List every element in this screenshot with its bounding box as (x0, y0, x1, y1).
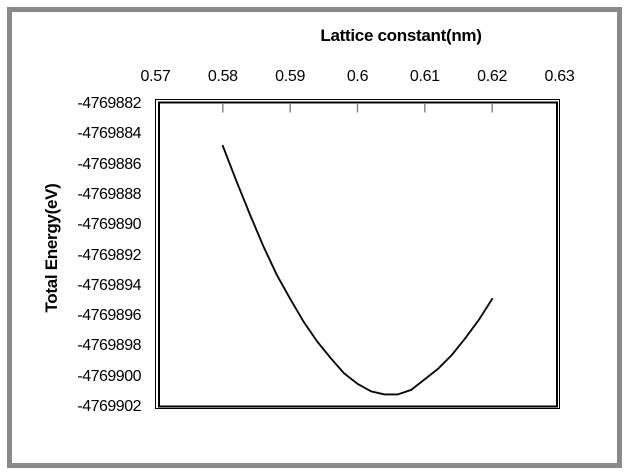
x-tick-label: 0.6 (346, 68, 369, 85)
window-frame (7, 7, 622, 468)
x-tick-label: 0.57 (140, 68, 171, 85)
x-tick-label: 0.63 (544, 68, 575, 85)
plot-border-outer (155, 99, 560, 409)
y-tick-label: -4769898 (77, 337, 141, 355)
y-tick-label: -4769894 (77, 276, 141, 294)
y-tick-label: -4769888 (77, 185, 141, 203)
y-tick-label: -4769900 (77, 367, 141, 385)
energy-curve (221, 144, 494, 396)
x-axis-title: Lattice constant(nm) (320, 26, 482, 45)
plot-border-inner (158, 101, 558, 408)
x-tick-label: 0.62 (477, 68, 508, 85)
x-tick-label: 0.58 (207, 68, 238, 85)
y-tick-label: -4769892 (77, 246, 141, 264)
y-tick-label: -4769884 (77, 125, 141, 143)
y-tick-label: -4769890 (77, 216, 141, 234)
y-tick-label: -4769896 (77, 307, 141, 325)
y-tick-label: -4769886 (77, 155, 141, 173)
y-tick-label: -4769902 (77, 398, 141, 415)
x-tick-label: 0.59 (275, 68, 306, 85)
y-tick-label: -4769882 (77, 95, 141, 112)
x-tick-label: 0.61 (409, 68, 440, 85)
